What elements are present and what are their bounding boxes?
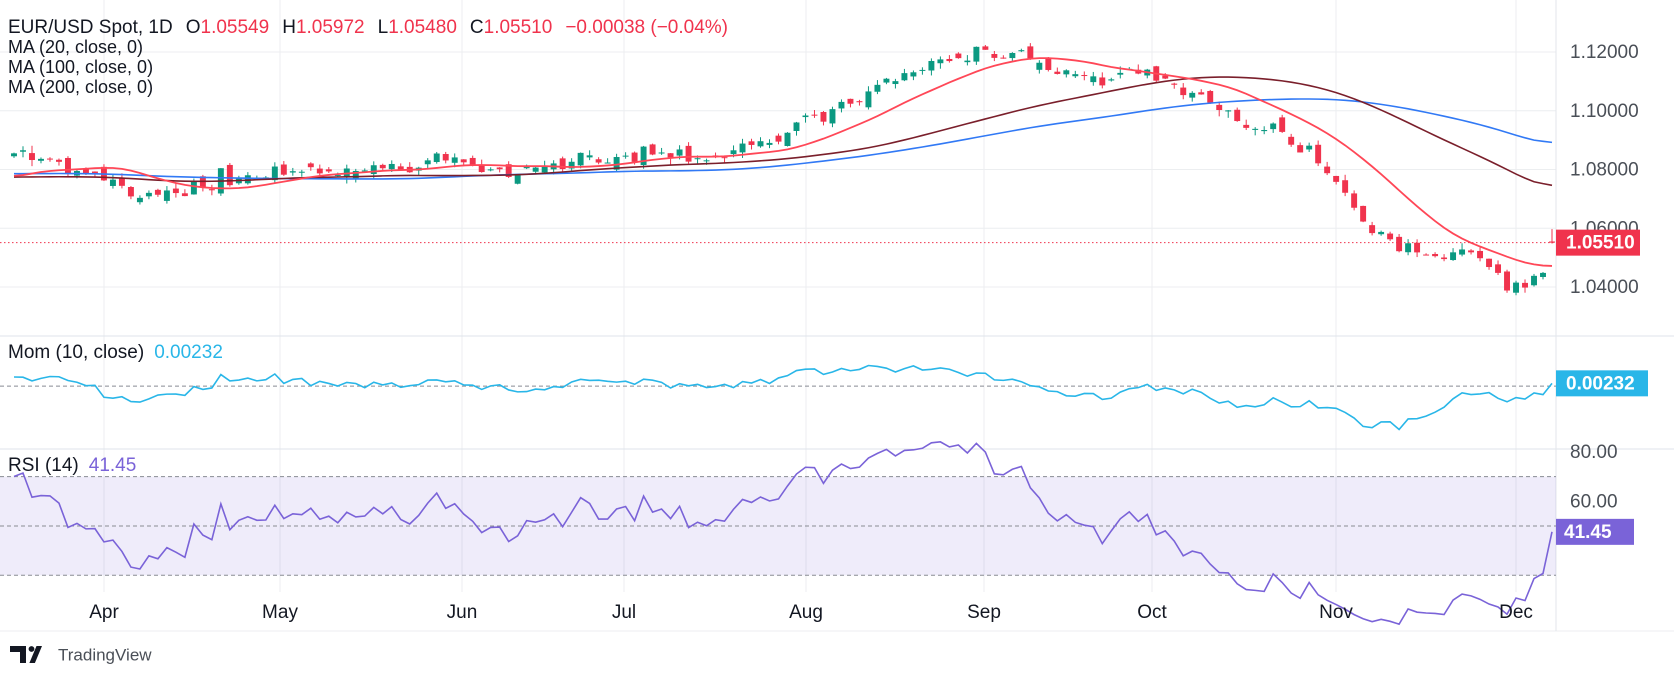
svg-text:1.05972: 1.05972 — [296, 17, 365, 38]
svg-text:41.45: 41.45 — [1564, 522, 1612, 543]
svg-text:60.00: 60.00 — [1570, 491, 1618, 512]
svg-text:H: H — [282, 17, 296, 38]
svg-text:TradingView: TradingView — [58, 646, 152, 665]
svg-text:May: May — [262, 602, 298, 623]
svg-text:Nov: Nov — [1319, 602, 1353, 623]
svg-text:−0.00038 (−0.04%): −0.00038 (−0.04%) — [565, 17, 728, 38]
svg-text:MA (20, close, 0): MA (20, close, 0) — [8, 37, 143, 57]
svg-text:Apr: Apr — [89, 602, 119, 623]
svg-text:1.12000: 1.12000 — [1570, 42, 1639, 63]
svg-text:O: O — [186, 17, 201, 38]
svg-text:1.05549: 1.05549 — [201, 17, 270, 38]
svg-text:80.00: 80.00 — [1570, 442, 1618, 463]
svg-text:1.08000: 1.08000 — [1570, 160, 1639, 181]
svg-text:MA (100, close, 0): MA (100, close, 0) — [8, 57, 153, 77]
svg-text:Oct: Oct — [1137, 602, 1167, 623]
svg-text:1.05510: 1.05510 — [1566, 233, 1635, 254]
svg-text:C: C — [470, 17, 484, 38]
svg-text:1.05510: 1.05510 — [484, 17, 553, 38]
svg-text:L: L — [378, 17, 389, 38]
svg-text:1.05480: 1.05480 — [388, 17, 457, 38]
svg-text:RSI (14): RSI (14) — [8, 455, 79, 476]
svg-text:1.04000: 1.04000 — [1570, 277, 1639, 298]
svg-text:1.10000: 1.10000 — [1570, 101, 1639, 122]
svg-text:Sep: Sep — [967, 602, 1001, 623]
svg-text:0.00232: 0.00232 — [154, 342, 223, 363]
svg-text:Aug: Aug — [789, 602, 823, 623]
svg-text:EUR/USD Spot, 1D: EUR/USD Spot, 1D — [8, 17, 173, 38]
svg-text:MA (200, close, 0): MA (200, close, 0) — [8, 77, 153, 97]
svg-text:0.00232: 0.00232 — [1566, 373, 1635, 394]
svg-text:41.45: 41.45 — [89, 455, 137, 476]
svg-text:Mom (10, close): Mom (10, close) — [8, 342, 144, 363]
svg-text:Dec: Dec — [1499, 602, 1533, 623]
svg-text:Jun: Jun — [447, 602, 478, 623]
svg-text:Jul: Jul — [612, 602, 636, 623]
